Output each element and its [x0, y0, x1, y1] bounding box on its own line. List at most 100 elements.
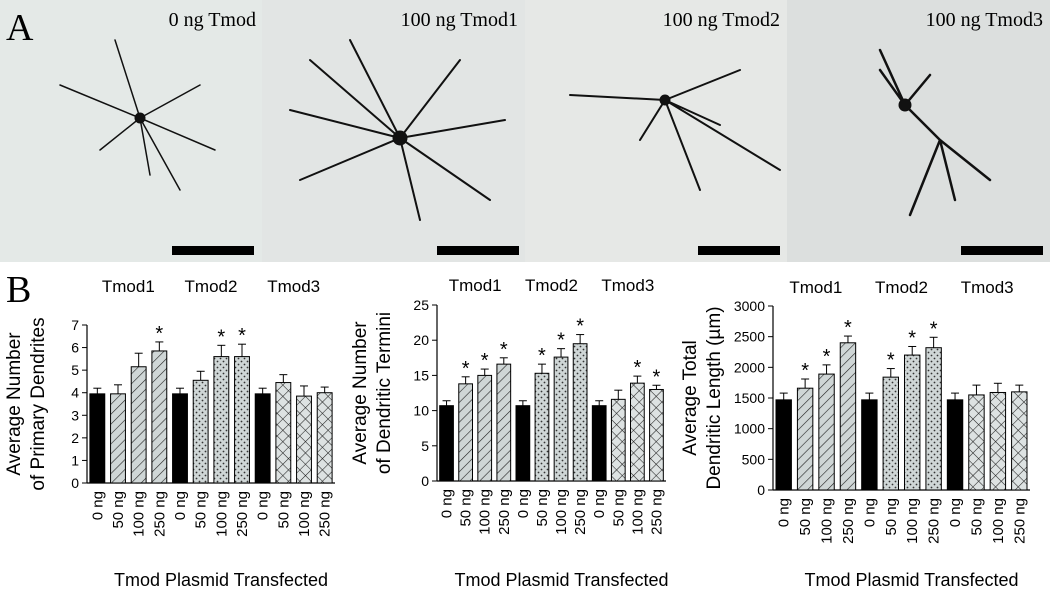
group-label: Tmod1 — [789, 278, 842, 297]
image-label: 100 ng Tmod2 — [663, 9, 780, 31]
x-axis-label: Tmod Plasmid Transfected — [804, 570, 1018, 590]
group-label: Tmod1 — [449, 276, 502, 295]
bar — [1011, 391, 1028, 491]
scale-bar — [961, 246, 1043, 255]
x-tick-label: 250 ng — [572, 489, 589, 535]
group-label: Tmod3 — [267, 277, 320, 296]
group-label: Tmod2 — [525, 276, 578, 295]
bar — [775, 399, 792, 491]
y-tick-label: 1500 — [734, 390, 765, 406]
image-label: 0 ng Tmod — [169, 9, 256, 31]
y-tick-label: 7 — [71, 317, 79, 333]
x-tick-label: 100 ng — [477, 489, 494, 535]
x-tick-label: 0 ng — [515, 489, 532, 518]
significance-marker: * — [481, 350, 489, 372]
image — [787, 0, 1050, 262]
significance-marker: * — [238, 325, 246, 347]
bar — [610, 398, 626, 482]
y-tick-label: 4 — [71, 385, 79, 401]
image — [262, 0, 525, 262]
x-tick-label: 250 ng — [234, 491, 251, 537]
y-axis-label: Average Total — [680, 340, 701, 456]
y-tick-label: 3000 — [734, 298, 765, 314]
scale-bar — [698, 246, 780, 255]
y-tick-label: 15 — [413, 367, 429, 383]
y-axis-label: Dendritic Length (µm) — [704, 306, 725, 489]
bar — [796, 387, 814, 491]
significance-marker: * — [462, 358, 470, 380]
x-tick-label: 100 ng — [904, 498, 921, 544]
x-tick-label: 50 ng — [968, 498, 985, 536]
y-tick-label: 5 — [71, 362, 79, 378]
significance-marker: * — [155, 323, 163, 345]
bar — [818, 373, 835, 491]
image-label: 100 ng Tmod3 — [926, 9, 1043, 31]
y-tick-label: 2000 — [734, 359, 765, 375]
x-tick-label: 250 ng — [317, 491, 334, 537]
significance-marker: * — [930, 318, 938, 340]
significance-marker: * — [633, 357, 641, 379]
significance-marker: * — [576, 316, 584, 338]
bar — [213, 356, 230, 484]
x-tick-label: 100 ng — [131, 491, 148, 537]
bar — [172, 393, 188, 484]
x-tick-label: 50 ng — [534, 489, 551, 527]
bar — [861, 399, 878, 491]
bar — [275, 382, 292, 484]
x-tick-label: 100 ng — [819, 498, 836, 544]
y-tick-label: 10 — [413, 403, 429, 419]
x-tick-label: 50 ng — [275, 491, 292, 529]
x-tick-label: 0 ng — [861, 498, 878, 527]
group-label: Tmod1 — [102, 277, 155, 296]
significance-marker: * — [500, 339, 508, 361]
y-tick-label: 1 — [71, 452, 79, 468]
bar — [110, 393, 126, 484]
significance-marker: * — [217, 326, 225, 348]
x-tick-label: 250 ng — [926, 498, 943, 544]
significance-marker: * — [823, 346, 831, 368]
bar — [839, 342, 857, 491]
x-axis-label: Tmod Plasmid Transfected — [454, 570, 668, 590]
y-axis-label: of Dendritic Termini — [374, 312, 395, 474]
bar — [630, 382, 645, 482]
micrographs: 0 ng Tmod 100 ng Tmod1 100 ng Tmod2 100 … — [0, 0, 1050, 262]
x-tick-label: 100 ng — [553, 489, 570, 535]
y-axis-label: Average Number — [350, 321, 371, 465]
neurons — [59, 39, 992, 221]
x-tick-label: 100 ng — [213, 491, 230, 537]
bar — [458, 383, 473, 482]
x-tick-label: 0 ng — [255, 491, 272, 520]
bar — [515, 405, 531, 482]
group-label: Tmod2 — [875, 278, 928, 297]
y-tick-label: 25 — [413, 297, 429, 313]
y-tick-label: 5 — [421, 438, 429, 454]
y-tick-label: 1000 — [734, 421, 765, 437]
panel-label: B — [6, 269, 31, 311]
bar — [882, 376, 900, 491]
x-tick-label: 50 ng — [458, 489, 475, 527]
y-axis-label: Average Number — [4, 332, 25, 476]
image-label: 100 ng Tmod1 — [401, 9, 518, 31]
x-tick-label: 100 ng — [296, 491, 313, 537]
scale-bar — [172, 246, 254, 255]
significance-marker: * — [887, 350, 895, 372]
y-tick-label: 6 — [71, 340, 79, 356]
scale-bar — [437, 246, 519, 255]
significance-marker: * — [844, 317, 852, 339]
bar — [439, 405, 454, 482]
x-tick-label: 0 ng — [947, 498, 964, 527]
bar — [591, 405, 607, 482]
bar — [553, 356, 569, 482]
bar — [234, 356, 250, 484]
bar — [192, 379, 209, 484]
panel-label: A — [6, 7, 34, 49]
y-tick-label: 500 — [742, 451, 766, 467]
y-tick-label: 20 — [413, 332, 429, 348]
x-tick-label: 0 ng — [89, 491, 106, 520]
bar — [130, 366, 147, 484]
significance-marker: * — [653, 366, 661, 388]
x-axis-label: Tmod Plasmid Transfected — [114, 570, 328, 590]
x-tick-label: 0 ng — [591, 489, 608, 518]
significance-marker: * — [557, 330, 565, 352]
bar — [989, 391, 1007, 491]
